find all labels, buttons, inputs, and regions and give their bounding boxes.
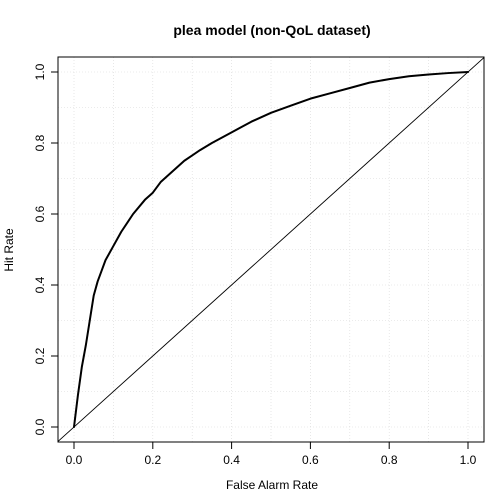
- y-tick-label: 1.0: [33, 63, 47, 80]
- plot-frame: [57, 56, 485, 443]
- chart-title: plea model (non-QoL dataset): [173, 22, 370, 38]
- x-tick-label: 1.0: [460, 453, 477, 467]
- x-tick-label: 0.4: [223, 453, 240, 467]
- y-tick-label: 0.6: [33, 205, 47, 222]
- reference-diagonal-line: [57, 57, 485, 442]
- y-axis-label: Hit Rate: [2, 228, 16, 272]
- x-axis-label: False Alarm Rate: [226, 478, 318, 492]
- x-tick-label: 0.2: [144, 453, 161, 467]
- y-tick-label: 0.4: [33, 276, 47, 293]
- y-tick-label: 0.0: [33, 418, 47, 435]
- grid: [58, 57, 484, 442]
- axes: 0.0 0.2 0.4 0.6 0.8 1.0 0.0 0.2 0.4 0.6 0.8 1.0: [33, 63, 477, 467]
- roc-curve-line: [73, 71, 469, 428]
- y-tick-label: 0.8: [33, 134, 47, 151]
- x-tick-label: 0.0: [66, 453, 83, 467]
- x-tick-label: 0.6: [302, 453, 319, 467]
- plot-area: [57, 57, 485, 442]
- x-tick-label: 0.8: [381, 453, 398, 467]
- y-tick-label: 0.2: [33, 347, 47, 364]
